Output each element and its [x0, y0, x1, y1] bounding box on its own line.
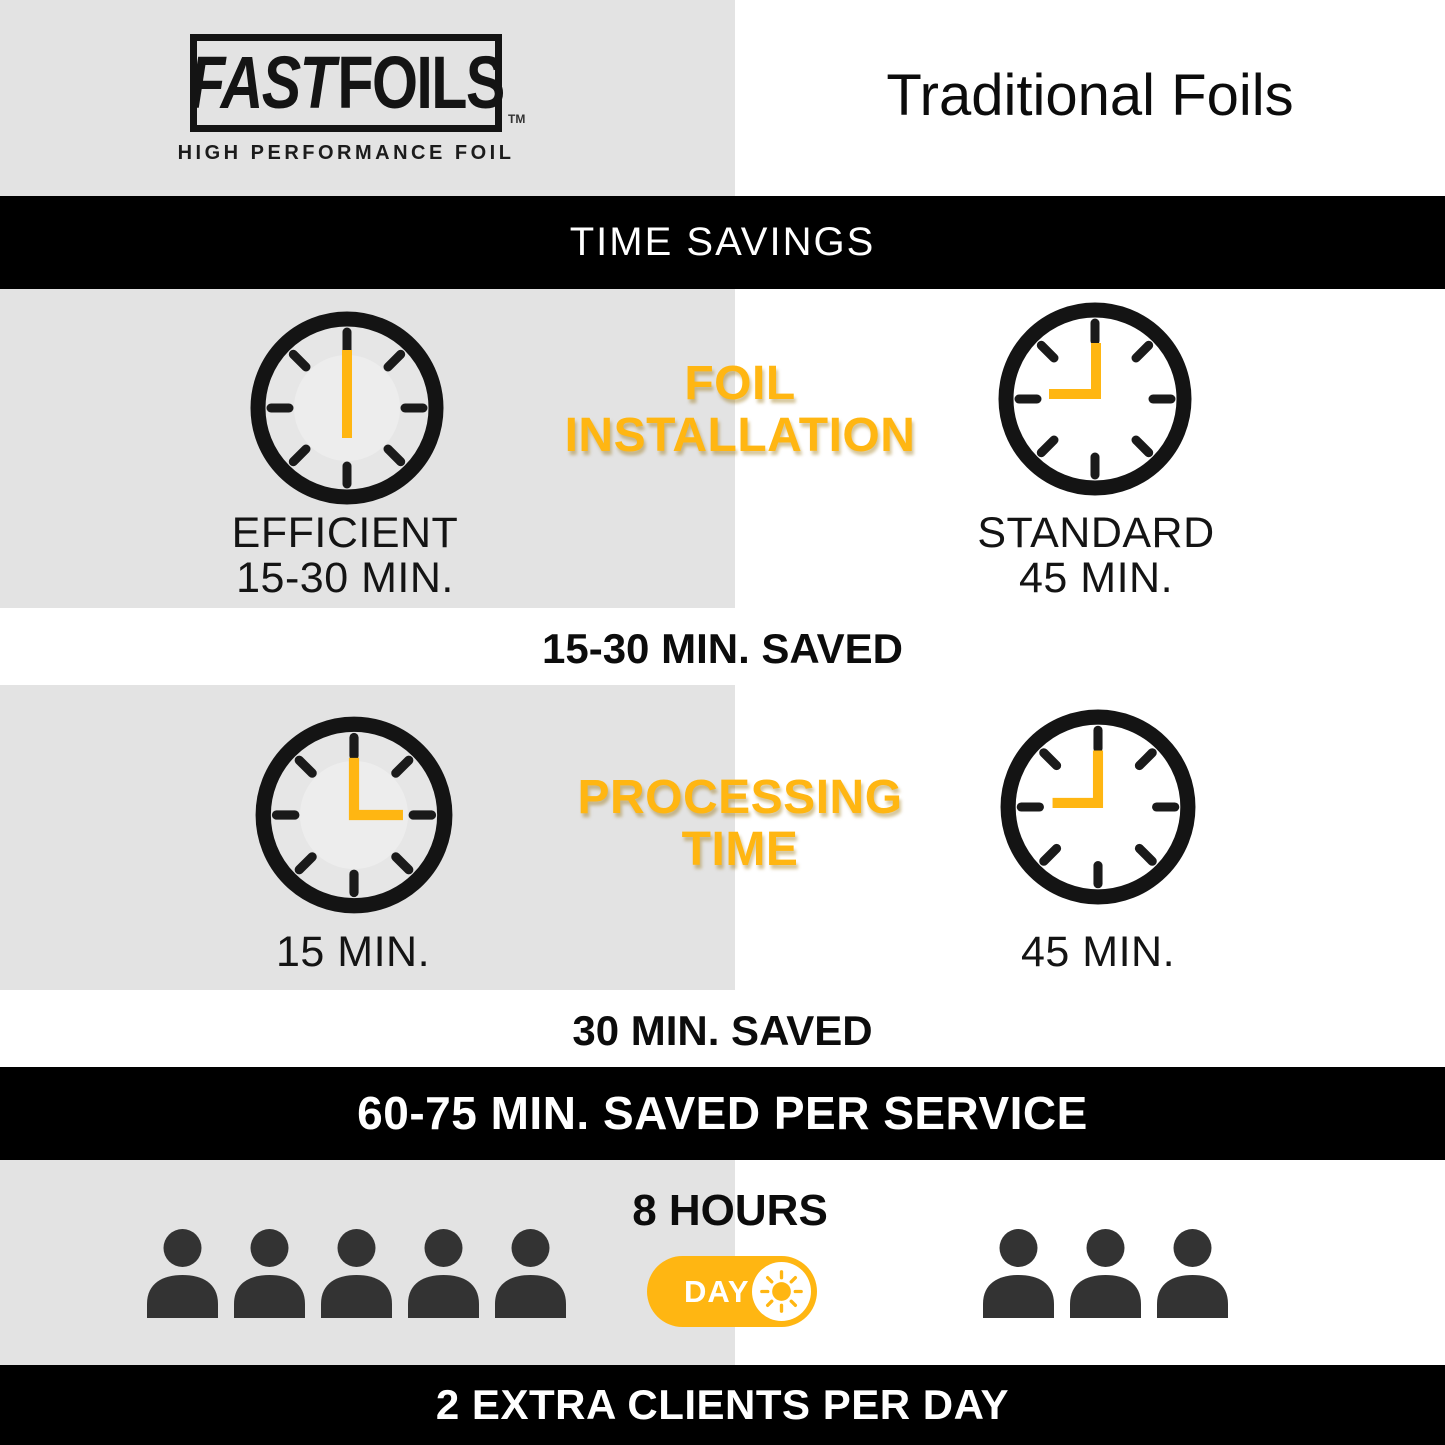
- efficient-label-block: EFFICIENT 15-30 MIN.: [155, 511, 535, 601]
- processing-heading-line2: TIME: [681, 823, 799, 876]
- logo-box: FASTFOILS: [189, 34, 505, 132]
- clock-icon-efficient-installation: [250, 311, 444, 505]
- processing-traditional-time: 45 MIN.: [1020, 928, 1176, 976]
- installation-heading-line1: FOIL: [684, 357, 796, 410]
- person-icon: [1157, 1229, 1228, 1318]
- processing-heading: PROCESSING TIME: [495, 772, 985, 876]
- extra-clients-banner: 2 EXTRA CLIENTS PER DAY: [0, 1365, 1445, 1445]
- person-icon: [495, 1229, 566, 1318]
- day-toggle-label: DAY: [684, 1274, 750, 1309]
- processing-heading-line1: PROCESSING: [577, 771, 903, 824]
- traditional-foils-title: Traditional Foils: [886, 63, 1294, 128]
- sun-icon: [760, 1270, 803, 1313]
- fastfoils-header-panel: [0, 0, 735, 196]
- processing-saved-band: 30 MIN. SAVED: [572, 1007, 873, 1054]
- day-toggle-knob: [752, 1262, 811, 1321]
- clock-icon-processing-15min: [255, 716, 453, 914]
- day-toggle[interactable]: DAY: [647, 1256, 817, 1327]
- clock-icon-standard-installation: [998, 302, 1192, 496]
- standard-label: STANDARD: [977, 509, 1215, 557]
- person-icon: [1070, 1229, 1141, 1318]
- person-icon: [234, 1229, 305, 1318]
- installation-heading: FOIL INSTALLATION: [495, 358, 985, 462]
- installation-heading-line2: INSTALLATION: [564, 409, 916, 462]
- person-icon: [983, 1229, 1054, 1318]
- efficient-label: EFFICIENT: [231, 509, 459, 557]
- person-icon: [408, 1229, 479, 1318]
- trademark-symbol: TM: [508, 112, 526, 126]
- brand-tagline: HIGH PERFORMANCE FOIL: [177, 142, 515, 164]
- installation-saved-band: 15-30 MIN. SAVED: [542, 625, 903, 672]
- logo-word-foils: FOILS: [336, 41, 505, 124]
- person-icon: [147, 1229, 218, 1318]
- efficient-time: 15-30 MIN.: [236, 554, 454, 602]
- standard-label-block: STANDARD 45 MIN.: [906, 511, 1286, 601]
- time-savings-banner: TIME SAVINGS: [0, 196, 1445, 289]
- standard-time: 45 MIN.: [1018, 554, 1174, 602]
- total-saved-banner: 60-75 MIN. SAVED PER SERVICE: [0, 1067, 1445, 1160]
- clock-icon-processing-45min: [1000, 709, 1196, 905]
- logo-word-fast: FAST: [188, 41, 336, 124]
- logo-wordmark: FASTFOILS: [189, 46, 505, 120]
- fastfoils-logo: FASTFOILS TM HIGH PERFORMANCE FOIL: [178, 34, 525, 164]
- hours-label: 8 HOURS: [632, 1186, 828, 1235]
- traditional-clients-group: [978, 1222, 1233, 1322]
- processing-fastfoils-time: 15 MIN.: [275, 928, 431, 976]
- person-icon: [321, 1229, 392, 1318]
- fastfoils-clients-group: [142, 1222, 571, 1322]
